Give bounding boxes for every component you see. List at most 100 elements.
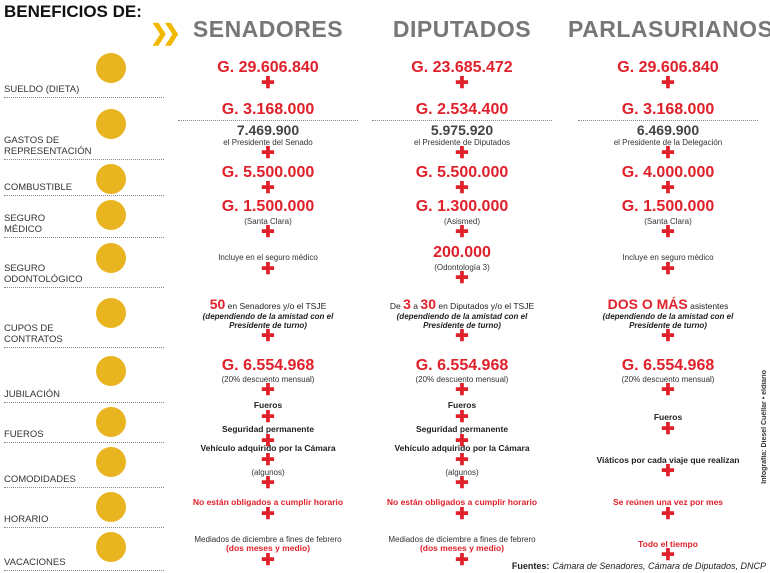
amount-text: G. 6.554.968 <box>621 356 715 374</box>
plus-icon: ✚ <box>455 223 469 241</box>
row-icon <box>96 164 126 194</box>
amount-text: G. 5.500.000 <box>221 163 315 181</box>
amount-text: G. 6.554.968 <box>221 356 315 374</box>
amount-text: G. 23.685.472 <box>411 58 513 76</box>
plus-icon: ✚ <box>261 505 275 523</box>
row-icon <box>96 298 126 328</box>
benefit-row: SEGURO ODONTOLÓGICO Incluye en el seguro … <box>0 240 760 290</box>
note-text: (20% descuento mensual) <box>415 375 509 385</box>
plus-icon: ✚ <box>455 75 469 93</box>
dotted-line <box>372 120 552 122</box>
plus-icon: ✚ <box>661 420 675 438</box>
text: en Diputados y/o el TSJE <box>438 300 535 311</box>
cell: G. 6.554.968 (20% descuento mensual) ✚ <box>573 350 763 405</box>
red-text: No están obligados a cumplir horario <box>192 497 344 508</box>
plus-icon: ✚ <box>261 474 275 492</box>
plus-icon: ✚ <box>455 551 469 569</box>
row-label: HORARIO <box>4 514 164 528</box>
rich-text: DOS O MÁS asistentes <box>608 296 729 312</box>
note-text: Mediados de diciembre a fines de febrero <box>388 535 536 545</box>
plus-icon: ✚ <box>261 409 275 426</box>
amount-text: G. 2.534.400 <box>415 100 509 118</box>
note-text: Mediados de diciembre a fines de febrero <box>194 535 342 545</box>
rich-text: 50 en Senadores y/o el TSJE <box>210 296 327 312</box>
highlight: 50 <box>209 295 226 312</box>
plus-icon: ✚ <box>661 180 675 198</box>
benefit-row: FUEROS Fueros ✚ Seguridad permanente ✚ Fueros… <box>0 400 760 449</box>
cell: Incluye en seguro médico ✚ <box>573 240 763 290</box>
note-text: (20% descuento mensual) <box>621 375 715 385</box>
row-label-text: COMODIDADES <box>4 474 76 485</box>
plus-icon: ✚ <box>261 551 275 569</box>
cell: G. 2.534.400 5.975.920 el Presidente de Di… <box>367 100 557 162</box>
cell: DOS O MÁS asistentes (dependiendo de la … <box>573 290 763 350</box>
cell: Viáticos por cada viaje que realizan ✚ <box>573 445 763 490</box>
row-label: SUELDO (DIETA) <box>4 84 164 98</box>
note-text: Incluye en seguro médico <box>622 253 714 263</box>
cell: G. 5.500.000 ✚ <box>367 162 557 198</box>
amount-text: G. 1.500.000 <box>221 198 315 216</box>
row-label-text: HORARIO <box>4 514 49 525</box>
row-icon <box>96 355 126 386</box>
benefit-row: CUPOS DE CONTRATOS 50 en Senadores y/o el… <box>0 290 760 350</box>
note-text: Incluye en el seguro médico <box>218 253 318 263</box>
row-label: JUBILACIÓN <box>4 389 164 403</box>
benefit-row: JUBILACIÓN G. 6.554.968 (20% descuento men… <box>0 350 760 405</box>
text: asistentes <box>690 300 729 311</box>
cell: Fueros ✚ Seguridad permanente ✚ <box>173 400 363 449</box>
plus-icon: ✚ <box>661 260 675 278</box>
plus-icon: ✚ <box>261 260 275 278</box>
row-icon <box>96 447 126 477</box>
extra-text: 7.469.900 <box>236 122 300 139</box>
plus-icon: ✚ <box>661 145 675 163</box>
cell: G. 4.000.000 ✚ <box>573 162 763 198</box>
text: en Senadores y/o el TSJE <box>227 300 327 311</box>
plus-icon: ✚ <box>455 145 469 163</box>
amount-text: G. 5.500.000 <box>415 163 509 181</box>
plus-icon: ✚ <box>455 505 469 523</box>
plus-icon: ✚ <box>455 432 469 450</box>
cond-text: (dependiendo de la amistad con el Presid… <box>202 311 334 331</box>
dotted-line <box>178 120 358 122</box>
note-text: (Asismed) <box>443 216 480 226</box>
bold-text: Vehículo adquirido por la Cámara <box>200 443 336 454</box>
cell: G. 1.500.000 (Santa Clara) ✚ <box>573 198 763 240</box>
cell: G. 23.685.472 ✚ <box>367 50 557 100</box>
row-icon <box>96 492 126 522</box>
cell: G. 6.554.968 (20% descuento mensual) ✚ <box>173 350 363 405</box>
column-header: DIPUTADOS <box>392 16 532 42</box>
plus-icon: ✚ <box>455 180 469 198</box>
row-icon <box>96 200 126 230</box>
amount-text: G. 29.606.840 <box>217 58 319 76</box>
rich-text: De 3 a 30 en Diputados y/o el TSJE <box>390 296 534 312</box>
note-text: (20% descuento mensual) <box>221 375 315 385</box>
plus-icon: ✚ <box>661 505 675 523</box>
plus-icon: ✚ <box>261 75 275 93</box>
row-icon <box>96 109 126 139</box>
amount-text: 200.000 <box>433 244 491 262</box>
dotted-line <box>578 120 758 122</box>
cond-text: (dependiendo de la amistad con el Presid… <box>602 311 734 331</box>
cell: Fueros ✚ Seguridad permanente ✚ <box>367 400 557 449</box>
extra-text: 5.975.920 <box>430 122 494 139</box>
amount-text: G. 3.168.000 <box>621 100 715 118</box>
note-text: (Odontología 3) <box>434 262 490 272</box>
row-label: COMODIDADES <box>4 474 164 488</box>
title: BENEFICIOS DE: <box>4 2 142 21</box>
row-label: SEGURO MÉDICO <box>4 213 164 238</box>
benefit-row: HORARIO No están obligados a cumplir hora… <box>0 490 760 530</box>
plus-icon: ✚ <box>261 180 275 198</box>
note-text: (algunos) <box>445 467 479 477</box>
plus-icon: ✚ <box>261 382 275 400</box>
amount-text: G. 1.500.000 <box>621 198 715 216</box>
column-header: PARLASURIANOS <box>568 16 770 42</box>
plus-icon: ✚ <box>261 145 275 163</box>
cell: Vehículo adquirido por la Cámara ✚ (alguno… <box>173 443 363 492</box>
red-text: No están obligados a cumplir horario <box>386 497 538 508</box>
text: De <box>389 300 401 311</box>
row-label-text: SEGURO ODONTOLÓGICO <box>4 263 83 285</box>
bold-text: Vehículo adquirido por la Cámara <box>394 443 530 454</box>
amount-text: G. 4.000.000 <box>621 163 715 181</box>
amount-text: G. 29.606.840 <box>617 58 719 76</box>
cell: De 3 a 30 en Diputados y/o el TSJE (depe… <box>367 290 557 350</box>
